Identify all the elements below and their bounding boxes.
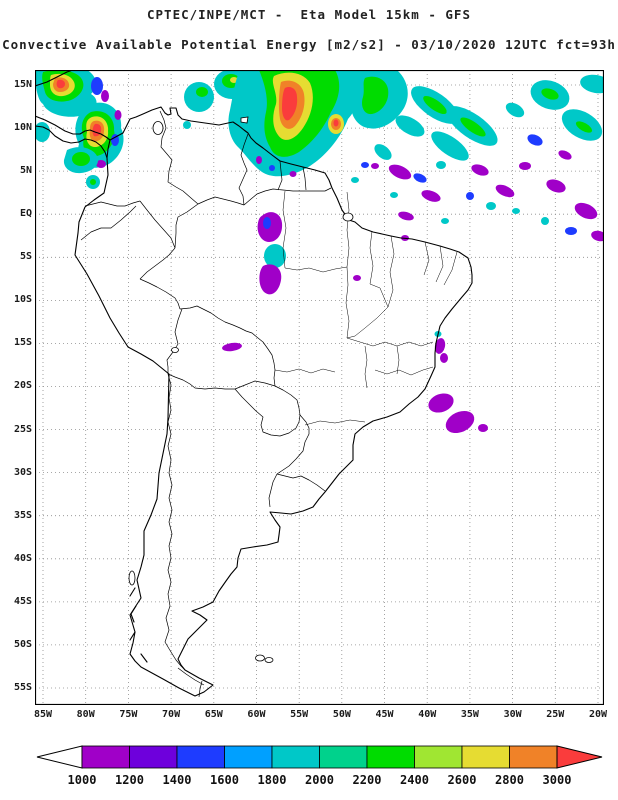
lat-tick-label: 45S: [13, 595, 32, 607]
lat-tick-label: 15S: [13, 337, 32, 349]
lat-tick-label: 35S: [13, 509, 32, 521]
lon-tick-label: 40W: [418, 709, 437, 720]
south-america-coastline: [74, 106, 473, 697]
lake-titicaca: [171, 347, 179, 353]
colorbar-right-arrow: [556, 745, 603, 769]
chiloe-island: [128, 570, 136, 586]
lakes-islands: [128, 116, 354, 663]
colorbar-tick-label: 3000: [542, 773, 572, 787]
lat-tick-label: 50S: [13, 638, 32, 650]
country-borders: [80, 110, 332, 698]
lat-tick-label: 25S: [13, 423, 32, 435]
falkland-island-east: [264, 657, 274, 663]
central-america-coastline: [34, 69, 111, 159]
colorbar-segment: [319, 745, 368, 769]
colorbar-segment: [414, 745, 463, 769]
lat-tick-label: 5N: [19, 165, 32, 177]
colorbar-tick-label: 2000: [305, 773, 334, 787]
cape-shading: [34, 69, 612, 434]
lat-tick-label: 40S: [13, 552, 32, 564]
coastlines: [34, 69, 473, 697]
colorbar-tick-label: 1000: [67, 773, 97, 787]
colorbar-tick-label: 1400: [162, 773, 192, 787]
trinidad-island: [240, 116, 249, 124]
lon-tick-label: 85W: [33, 709, 53, 720]
colorbar-left-arrow: [36, 745, 83, 769]
map-frame: [34, 69, 605, 706]
colorbar-tick-label: 2400: [400, 773, 429, 787]
colorbar-tick-label: 1200: [115, 773, 144, 787]
page-subtitle: Convective Available Potential Energy [m…: [2, 37, 616, 52]
colorbar-segment: [81, 745, 130, 769]
lat-tick-label: 55S: [13, 681, 32, 693]
lon-tick-label: 60W: [247, 709, 266, 720]
colorbar-tick-label: 2600: [447, 773, 477, 787]
lon-tick-label: 75W: [119, 709, 138, 720]
colorbar-tick-label: 1800: [257, 773, 287, 787]
colorbar-segment: [271, 745, 320, 769]
colorbar-segment: [509, 745, 558, 769]
lat-tick-label: 30S: [13, 466, 32, 478]
colorbar-segment: [129, 745, 178, 769]
state-borders: [274, 190, 458, 426]
lake-maracaibo: [152, 121, 164, 135]
lon-tick-label: 20W: [588, 709, 608, 720]
colorbar-tick-label: 1600: [210, 773, 239, 787]
lon-tick-label: 45W: [375, 709, 394, 720]
lon-tick-label: 25W: [546, 709, 565, 720]
lon-tick-label: 80W: [76, 709, 95, 720]
lon-tick-label: 70W: [162, 709, 181, 720]
colorbar-segment: [461, 745, 510, 769]
falkland-island-west: [255, 654, 265, 662]
fjord-detail: [129, 587, 148, 663]
colorbar-segment: [366, 745, 415, 769]
colorbar-tick-label: 2800: [495, 773, 524, 787]
lon-tick-label: 65W: [204, 709, 223, 720]
colorbar-svg: [36, 745, 603, 769]
colorbar-segment: [224, 745, 273, 769]
colorbar-tick-label: 2200: [352, 773, 382, 787]
lat-tick-label: 15N: [13, 79, 32, 90]
lat-tick-label: 5S: [19, 251, 32, 263]
map-svg: [34, 69, 612, 706]
colorbar-segment: [176, 745, 225, 769]
page-title: CPTEC/INPE/MCT - Eta Model 15km - GFS: [147, 7, 471, 22]
lon-tick-label: 30W: [503, 709, 522, 720]
lat-tick-label: EQ: [19, 208, 32, 220]
grid-lines: [35, 70, 604, 705]
lon-tick-label: 55W: [290, 709, 309, 720]
lat-tick-label: 10N: [13, 122, 32, 134]
map: [34, 69, 612, 706]
marajo-island: [342, 212, 354, 222]
lat-tick-label: 20S: [13, 380, 32, 392]
lat-tick-label: 10S: [13, 294, 32, 306]
lon-tick-label: 35W: [460, 709, 479, 720]
lon-tick-label: 50W: [332, 709, 351, 720]
